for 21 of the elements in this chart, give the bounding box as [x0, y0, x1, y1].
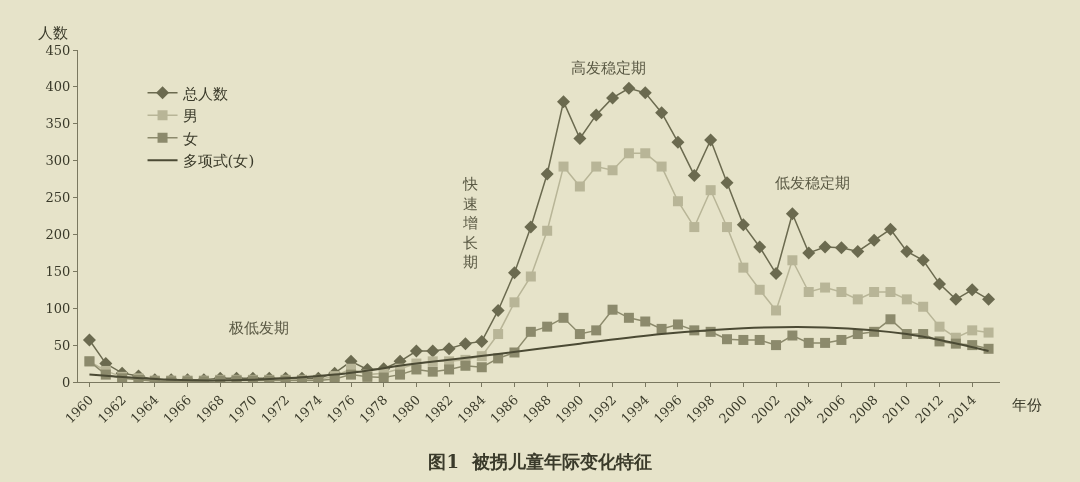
annotation: 高发稳定期: [571, 59, 646, 77]
y-tick-label: 250: [45, 190, 71, 206]
y-axis-title: 人数: [38, 24, 68, 42]
annotation: 极低发期: [228, 319, 289, 337]
text: 图1 被拐儿童年际变化特征: [428, 450, 652, 472]
y-tick-label: 300: [45, 153, 71, 169]
legend-label: 女: [182, 129, 198, 148]
y-tick-label: 150: [45, 263, 71, 279]
y-tick-label: 200: [45, 226, 71, 242]
annotation: 低发稳定期: [775, 174, 850, 192]
legend-label: 男: [182, 107, 198, 126]
legend-label: 多项式(女): [182, 152, 255, 171]
y-tick-label: 100: [45, 300, 71, 316]
legend-label: 总人数: [181, 84, 228, 103]
y-tick-label: 450: [45, 42, 71, 58]
y-tick-label: 400: [45, 79, 71, 95]
y-tick-label: 0: [62, 374, 71, 390]
x-axis-title: 年份: [1012, 396, 1042, 414]
y-tick-label: 350: [45, 116, 71, 132]
y-tick-label: 50: [53, 337, 71, 353]
annotation: 快速增长期: [462, 175, 478, 271]
